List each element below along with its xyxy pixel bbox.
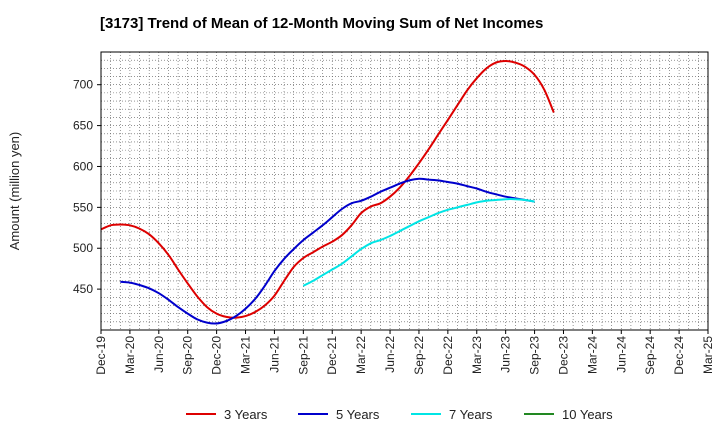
x-tick-label: Dec-19 (94, 336, 108, 375)
x-tick-label: Jun-23 (499, 336, 513, 373)
legend-label-5-years: 5 Years (336, 407, 380, 422)
series-layer (100, 60, 555, 325)
x-tick-label: Sep-20 (181, 336, 195, 375)
y-tick-label: 600 (73, 159, 93, 173)
legend-label-3-years: 3 Years (224, 407, 268, 422)
x-tick-label: Dec-24 (672, 336, 686, 375)
x-tick-label: Sep-23 (528, 336, 542, 375)
legend-label-10-years: 10 Years (562, 407, 613, 422)
y-tick-label: 450 (73, 282, 93, 296)
x-tick-label: Sep-21 (296, 336, 310, 375)
series-line-5-years (120, 177, 535, 325)
x-tick-label: Mar-24 (585, 336, 599, 374)
chart-title: [3173] Trend of Mean of 12-Month Moving … (100, 15, 544, 32)
x-tick-label: Mar-21 (239, 336, 253, 374)
x-tick-label: Sep-24 (643, 336, 657, 375)
x-tick-label: Sep-22 (412, 336, 426, 375)
y-axis: 450 500 550 600 650 700 (73, 78, 101, 296)
x-tick-label: Jun-21 (267, 336, 281, 373)
y-tick-label: 700 (73, 78, 93, 92)
series-line-7-years (302, 198, 535, 287)
x-tick-label: Dec-22 (441, 336, 455, 375)
x-tick-label: Mar-23 (470, 336, 484, 374)
y-axis-label: Amount (million yen) (7, 132, 22, 251)
x-tick-label: Dec-21 (325, 336, 339, 375)
x-tick-label: Jun-22 (383, 336, 397, 373)
series-line-3-years (100, 60, 555, 319)
x-tick-label: Dec-23 (556, 336, 570, 375)
plot-border (100, 51, 709, 331)
x-tick-label: Mar-22 (354, 336, 368, 374)
x-tick-label: Jun-24 (614, 336, 628, 373)
legend-label-7-years: 7 Years (449, 407, 493, 422)
x-tick-label: Mar-25 (701, 336, 715, 374)
x-tick-label: Jun-20 (152, 336, 166, 373)
x-tick-label: Mar-20 (123, 336, 137, 374)
grid (101, 52, 708, 330)
x-axis: Dec-19 Mar-20 Jun-20 Sep-20 Dec-20 Mar-21 Jun-… (94, 330, 715, 375)
y-tick-label: 550 (73, 200, 93, 214)
y-tick-label: 500 (73, 241, 93, 255)
x-tick-label: Dec-20 (210, 336, 224, 375)
y-tick-label: 650 (73, 119, 93, 133)
legend: 3 Years 5 Years 7 Years 10 Years (186, 407, 613, 422)
